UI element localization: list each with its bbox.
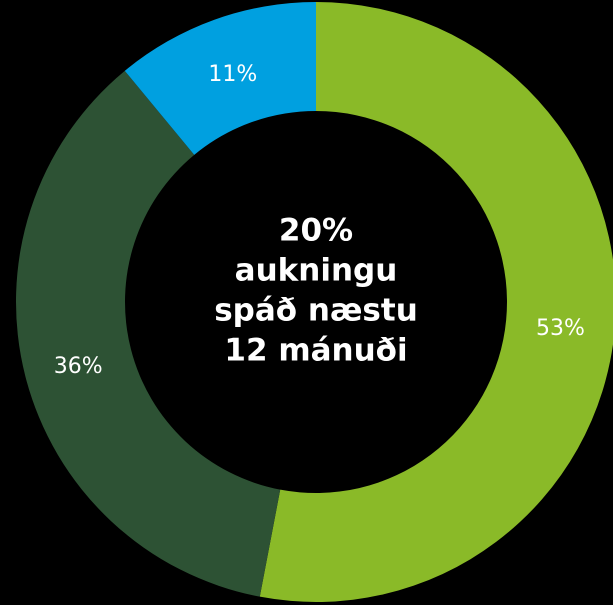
center-text: 20% bbox=[279, 213, 353, 249]
center-text: 12 mánuði bbox=[224, 333, 407, 369]
value-label: 36% bbox=[54, 354, 103, 379]
donut-segment bbox=[259, 2, 613, 602]
donut-segment bbox=[16, 70, 281, 597]
donut-segment bbox=[124, 2, 317, 155]
center-text: aukningu bbox=[235, 253, 398, 289]
center-text: spáð næstu bbox=[214, 293, 418, 329]
value-label: 11% bbox=[208, 62, 257, 87]
value-label: 53% bbox=[536, 316, 585, 341]
